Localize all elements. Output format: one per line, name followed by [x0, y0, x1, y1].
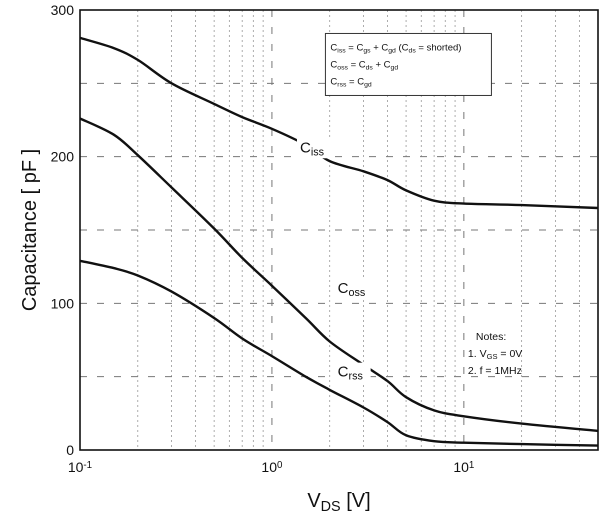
axis-titles: Capacitance [ pF ] VDS [V]: [19, 149, 371, 515]
legend-box: Ciss = Cgs + Cgd (Cds = shorted) Coss = C…: [324, 32, 492, 96]
series-line-coss: [79, 117, 599, 433]
y-tick-label: 0: [66, 442, 74, 458]
legend-line: Ciss = Cgs + Cgd (Cds = shorted): [330, 42, 461, 54]
x-axis-title: VDS [V]: [307, 490, 370, 515]
series-label-background: [334, 279, 371, 300]
note-line: 1. VGS = 0V: [468, 348, 522, 361]
note-line: 2. f = 1MHz: [468, 365, 522, 377]
series-layer: [79, 36, 599, 447]
x-tick-label: 101: [453, 459, 474, 475]
y-tick-label: 300: [51, 2, 75, 18]
legend-line: Crss = Cgd: [330, 76, 371, 88]
x-tick-label: 100: [261, 459, 283, 475]
tick-layer: 0 100 200 300 10-1 100 101: [51, 2, 475, 475]
plot-frame: [79, 9, 599, 451]
y-tick-label: 200: [51, 149, 75, 165]
y-axis-title: Capacitance [ pF ]: [19, 149, 41, 311]
series-label-layer: Ciss Coss Crss: [296, 138, 371, 383]
y-tick-label: 100: [51, 295, 75, 311]
notes-box: Notes: 1. VGS = 0V 2. f = 1MHz: [468, 331, 522, 377]
note-line: Notes:: [476, 331, 506, 343]
legend-frame: [324, 32, 492, 96]
series-label-crss: Crss: [338, 364, 364, 383]
x-tick-label: 10-1: [68, 459, 92, 475]
series-label-background: [296, 138, 333, 159]
series-label-background: [334, 362, 371, 383]
series-label-ciss: Ciss: [300, 139, 325, 158]
legend-line: Coss = Cds + Cgd: [330, 59, 398, 71]
series-line-crss: [79, 259, 599, 447]
series-label-coss: Coss: [338, 280, 366, 299]
